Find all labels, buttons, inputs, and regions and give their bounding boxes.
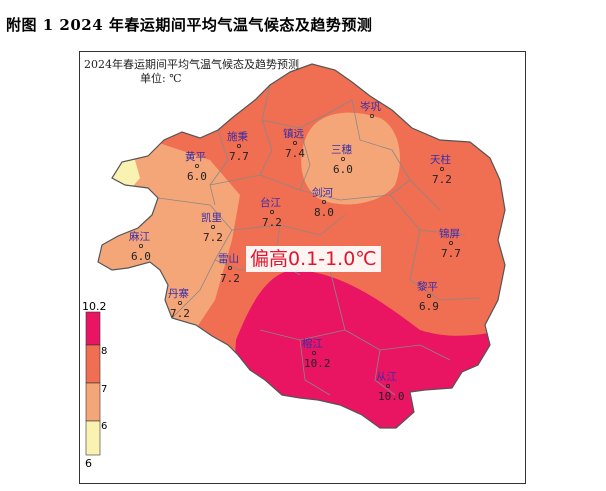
station-value: 7.2	[170, 307, 190, 320]
station-name: 三穗	[331, 143, 352, 156]
station-8: 凯里 7.2	[201, 211, 223, 244]
figure-caption: 附图 1 2024 年春运期间平均气温气候态及趋势预测	[6, 16, 373, 34]
station-14: 榕江 10.2	[302, 337, 331, 370]
station-dot	[138, 243, 143, 248]
station-value: 6.9	[419, 300, 439, 313]
station-value: 7.2	[203, 231, 223, 244]
station-4: 三穗 6.0	[331, 143, 353, 176]
station-dot	[269, 209, 274, 214]
map-title: 2024年春运期间平均气温气候态及趋势预测	[84, 58, 299, 71]
zone-6-to-7-sansui	[301, 112, 400, 205]
station-name: 锦屏	[439, 227, 460, 240]
station-2: 镇远 7.4	[283, 127, 305, 160]
station-dot	[236, 143, 241, 148]
station-value: 10.0	[378, 390, 405, 403]
legend-bin-above-8	[85, 311, 101, 346]
station-value: 6.0	[333, 163, 353, 176]
station-dot	[340, 156, 345, 161]
station-6: 剑河 8.0	[312, 186, 334, 219]
station-9: 麻江 6.0	[129, 230, 151, 263]
legend-bin-below-6	[85, 420, 101, 456]
station-name: 麻江	[129, 230, 150, 243]
station-0: 黄平 6.0	[185, 150, 207, 183]
station-name: 雷山	[218, 253, 239, 265]
legend-min-label: 6	[85, 457, 92, 470]
station-value: 7.2	[262, 216, 282, 229]
station-5: 天柱 7.2	[430, 153, 452, 186]
legend-tick-6: 6	[101, 421, 108, 432]
station-dot	[426, 293, 431, 298]
legend-bin-7-8	[85, 344, 101, 384]
station-dot	[311, 350, 316, 355]
station-value: 8.0	[314, 206, 334, 219]
anomaly-label: 偏高0.1-1.0℃	[246, 246, 381, 272]
station-value: 6.0	[187, 170, 207, 183]
station-dot	[448, 240, 453, 245]
station-3: 岑巩	[360, 101, 381, 119]
station-dot	[227, 265, 232, 270]
station-dot	[369, 114, 374, 119]
station-15: 从江 10.0	[376, 371, 405, 403]
station-dot	[321, 199, 326, 204]
station-name: 丹寨	[168, 287, 189, 300]
station-name: 台江	[260, 196, 281, 209]
station-dot	[385, 383, 390, 388]
station-12: 丹寨 7.2	[168, 287, 190, 320]
legend-colorbar	[85, 311, 101, 456]
station-7: 台江 7.2	[260, 196, 282, 229]
station-value: 7.2	[220, 272, 240, 285]
station-name: 剑河	[312, 186, 333, 199]
station-name: 天柱	[430, 153, 451, 166]
station-name: 榕江	[302, 337, 323, 350]
station-value: 7.4	[285, 147, 305, 160]
station-10: 锦屏 7.7	[439, 227, 461, 260]
station-name: 黄平	[185, 150, 206, 163]
station-value: 6.0	[131, 250, 151, 263]
station-name: 从江	[376, 371, 397, 383]
county-boundaries	[157, 84, 481, 396]
station-13: 黎平 6.9	[417, 280, 439, 313]
legend-max-label: 10.2	[82, 300, 107, 313]
prefecture-boundary	[97, 63, 506, 429]
station-dot	[210, 224, 215, 229]
station-dot	[292, 140, 297, 145]
legend-tick-8: 8	[101, 346, 108, 357]
legend-tick-7: 7	[101, 384, 108, 395]
station-dot	[177, 300, 182, 305]
station-name: 黎平	[417, 280, 438, 293]
station-name: 施秉	[227, 130, 248, 143]
legend-bin-6-7	[85, 382, 101, 422]
station-value: 10.2	[304, 357, 331, 370]
station-11: 雷山 7.2	[218, 253, 240, 285]
station-value: 7.7	[229, 150, 249, 163]
station-dot	[194, 163, 199, 168]
station-name: 镇远	[283, 127, 304, 140]
station-name: 岑巩	[360, 101, 381, 113]
zone-below-6	[98, 160, 140, 192]
station-value: 7.7	[441, 247, 461, 260]
station-1: 施秉 7.7	[227, 130, 249, 163]
station-name: 凯里	[201, 211, 222, 224]
station-dot	[439, 166, 444, 171]
station-value: 7.2	[432, 173, 452, 186]
map-unit-label: 单位: ℃	[140, 72, 182, 85]
